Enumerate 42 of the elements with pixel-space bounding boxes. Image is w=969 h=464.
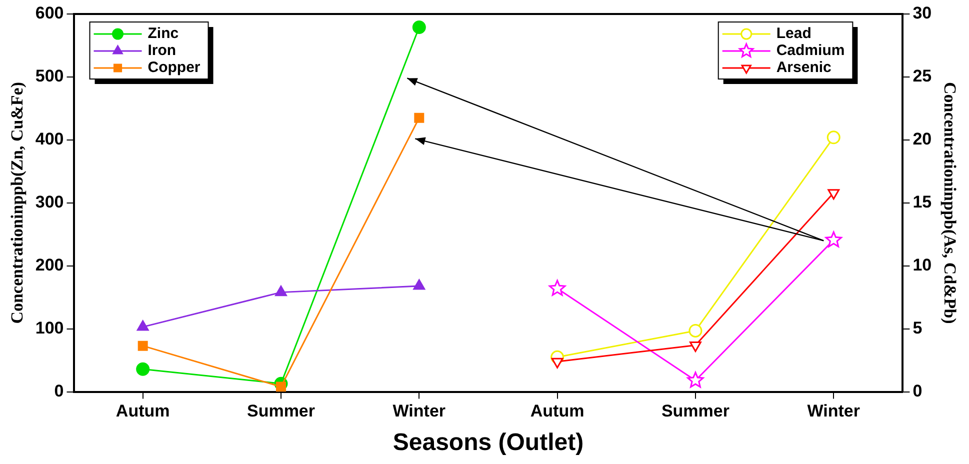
point bbox=[826, 130, 840, 144]
point bbox=[136, 362, 150, 376]
point bbox=[688, 324, 702, 338]
y-tick-label: 200 bbox=[35, 256, 64, 275]
point bbox=[275, 286, 287, 296]
y-tick-label: 400 bbox=[35, 130, 64, 149]
x-tick-label: Winter bbox=[392, 402, 446, 421]
point bbox=[825, 231, 842, 248]
y-tick-label: 100 bbox=[35, 318, 64, 338]
point bbox=[687, 372, 704, 388]
point bbox=[413, 279, 426, 290]
legend-label: Cadmium bbox=[776, 42, 845, 60]
y2-tick-label: 15 bbox=[912, 192, 932, 212]
legend-label: Copper bbox=[148, 59, 200, 76]
y-tick-label: 500 bbox=[35, 66, 64, 86]
y-axis-title: Concentrationinppb(Zn, Cu&Fe) bbox=[8, 82, 27, 324]
y-tick-label: 300 bbox=[35, 192, 64, 212]
legend-label: Lead bbox=[776, 25, 812, 42]
point bbox=[690, 341, 702, 352]
y2-tick-label: 0 bbox=[912, 381, 922, 400]
x-tick-label: Autum bbox=[530, 402, 584, 421]
point bbox=[548, 280, 566, 296]
y-tick-label: 0 bbox=[54, 381, 64, 400]
point bbox=[414, 112, 424, 123]
point bbox=[412, 20, 426, 34]
y2-tick-label: 5 bbox=[912, 318, 922, 338]
x-axis-title: Seasons (Outlet) bbox=[392, 429, 584, 456]
y-tick-label: 600 bbox=[35, 4, 64, 23]
legend-label: Zinc bbox=[148, 25, 179, 42]
y2-tick-label: 20 bbox=[912, 130, 932, 149]
x-tick-label: Summer bbox=[661, 402, 730, 421]
x-tick-label: Summer bbox=[246, 402, 316, 421]
y2-tick-label: 30 bbox=[912, 4, 932, 23]
x-tick-label: Autum bbox=[116, 402, 170, 421]
x-tick-label: Winter bbox=[807, 402, 860, 421]
point bbox=[136, 320, 149, 331]
point bbox=[138, 340, 148, 351]
y2-tick-label: 10 bbox=[912, 256, 932, 275]
y2-tick-label: 25 bbox=[912, 66, 932, 86]
legend-label: Arsenic bbox=[776, 59, 832, 76]
legend-label: Iron bbox=[148, 42, 176, 60]
y2-axis-title: Concentrationinppb(As, Cd&Pb) bbox=[940, 82, 960, 324]
